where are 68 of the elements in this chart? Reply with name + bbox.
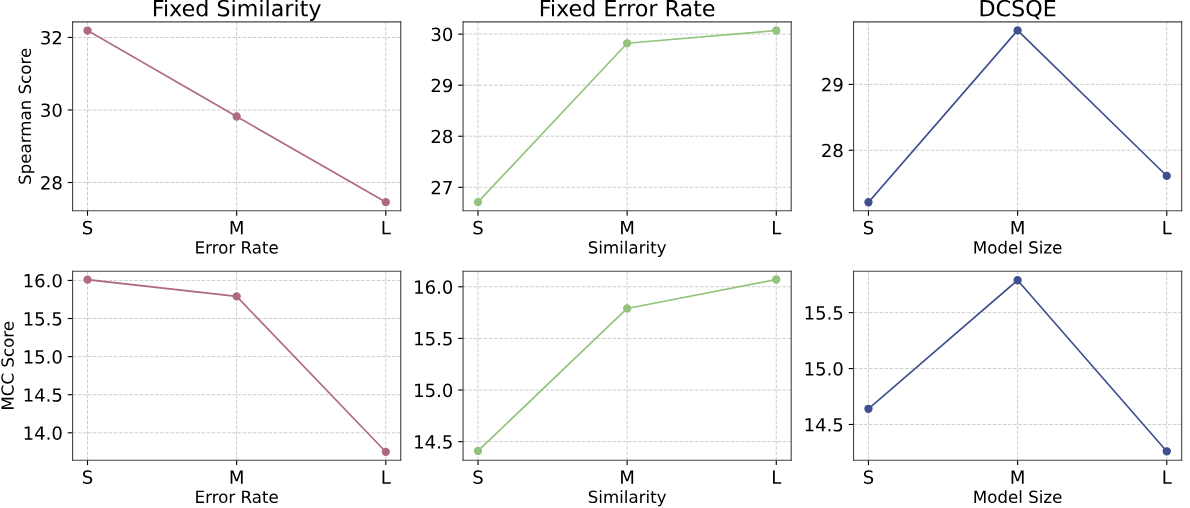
point (772, 275, 781, 284)
point (1013, 276, 1022, 285)
x-tick-label: L (773, 221, 782, 235)
x-tick-label: M (621, 470, 634, 484)
point (232, 292, 241, 301)
y-tick-label: 29 (431, 78, 453, 93)
y-tick-label: 32 (41, 30, 62, 45)
x-tick-label: L (382, 221, 391, 235)
point (1162, 171, 1171, 181)
point (83, 26, 92, 35)
point (232, 112, 241, 121)
point (772, 26, 781, 35)
y-tick-label: 15.0 (415, 383, 453, 398)
y-tick-label: 14.5 (805, 418, 843, 432)
x-tick-label: L (1163, 470, 1172, 484)
x-tick-label: L (1163, 221, 1172, 235)
y-axis-title: Spearman Score (18, 48, 35, 184)
chart-title: Fixed Error Rate (540, 0, 715, 17)
y-tick-label: 28 (431, 129, 453, 144)
point (864, 198, 873, 207)
x-tick-label: S (863, 470, 874, 484)
x-tick-label: L (382, 470, 391, 484)
y-tick-label: 15.5 (415, 332, 452, 346)
x-axis-title: Similarity (588, 240, 667, 257)
point (622, 304, 632, 313)
point (381, 197, 390, 207)
chart-title: Fixed Similarity (153, 0, 321, 21)
x-tick-label: M (1011, 470, 1024, 484)
point (381, 447, 390, 457)
y-tick-label: 14.0 (24, 426, 62, 440)
point (864, 404, 873, 413)
x-axis-title: Error Rate (196, 241, 278, 254)
y-tick-label: 15.5 (805, 306, 843, 320)
y-tick-label: 15.5 (24, 312, 62, 326)
x-tick-label: M (1011, 221, 1024, 235)
x-tick-label: S (82, 470, 93, 484)
x-tick-label: S (473, 470, 483, 484)
x-tick-label: M (621, 221, 634, 235)
y-tick-label: 15.0 (24, 350, 62, 364)
x-tick-label: L (773, 470, 782, 484)
point (1013, 26, 1022, 35)
point (473, 446, 483, 456)
x-axis-title: Similarity (588, 490, 667, 507)
y-tick-label: 28 (41, 175, 62, 190)
x-tick-label: M (230, 221, 243, 235)
x-tick-label: M (230, 470, 243, 484)
y-tick-label: 16.0 (415, 280, 453, 294)
y-tick-label: 27 (431, 180, 452, 195)
y-tick-label: 16.0 (24, 273, 62, 288)
x-axis-title: Error Rate (196, 490, 278, 504)
y-axis-title: MCC Score (1, 321, 14, 409)
point (473, 197, 483, 207)
chart-title: DCSQE (980, 0, 1056, 20)
y-tick-label: 14.5 (415, 435, 452, 449)
x-tick-label: S (863, 220, 874, 235)
y-tick-label: 14.5 (24, 388, 62, 402)
point (1162, 447, 1171, 456)
x-axis-title: Model Size (974, 490, 1062, 504)
y-tick-label: 28 (822, 143, 843, 158)
x-tick-label: S (473, 220, 483, 235)
y-tick-label: 29 (822, 77, 843, 92)
point (83, 275, 92, 284)
point (622, 39, 632, 48)
x-tick-label: S (82, 220, 93, 235)
y-tick-label: 30 (431, 27, 453, 42)
y-tick-label: 30 (41, 103, 62, 118)
y-tick-label: 15.0 (805, 362, 843, 376)
x-axis-title: Model Size (974, 240, 1062, 254)
